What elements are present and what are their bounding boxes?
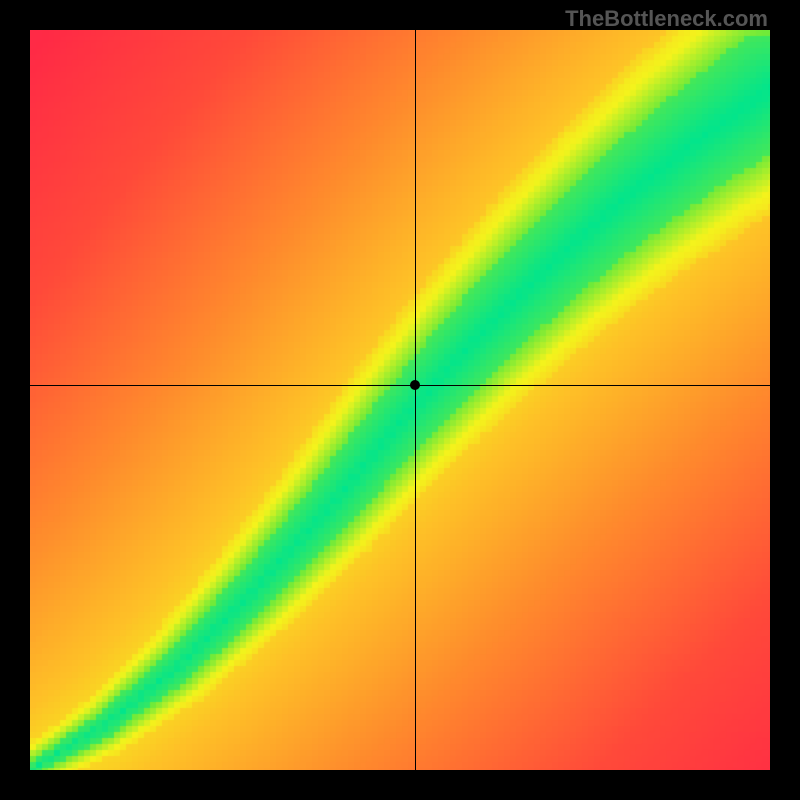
- watermark-text: TheBottleneck.com: [565, 6, 768, 32]
- crosshair-horizontal: [30, 385, 770, 386]
- heatmap-plot: [30, 30, 770, 770]
- heatmap-canvas: [30, 30, 770, 770]
- crosshair-vertical: [415, 30, 416, 770]
- crosshair-marker: [410, 380, 420, 390]
